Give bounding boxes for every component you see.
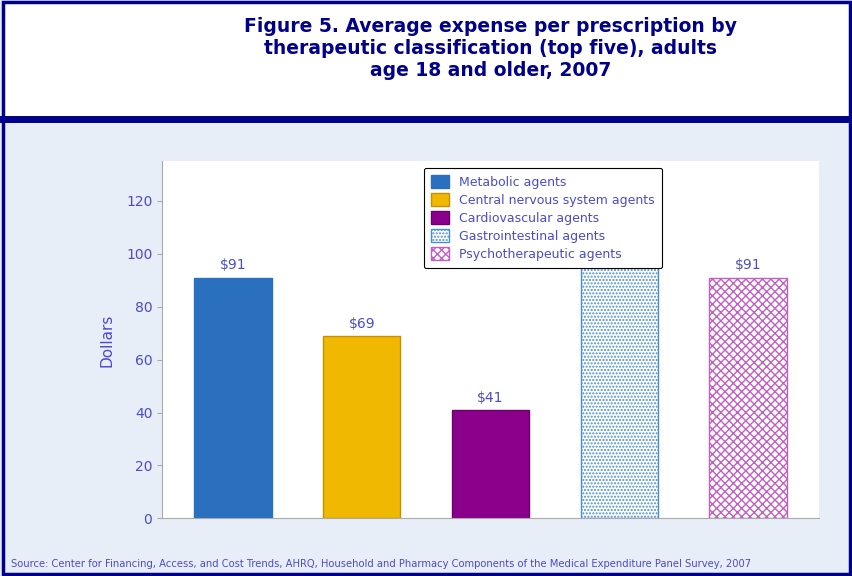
Bar [194,278,271,518]
Text: $91: $91 [219,259,246,272]
Bar [452,410,528,518]
Text: $41: $41 [476,391,504,405]
Legend: Metabolic agents, Central nervous system agents, Cardiovascular agents, Gastroin: Metabolic agents, Central nervous system… [423,168,661,268]
Y-axis label: Dollars: Dollars [100,313,115,366]
Text: $121: $121 [601,179,636,193]
Bar [323,336,400,518]
Bar [580,198,657,518]
Text: $91: $91 [734,259,761,272]
Text: Figure 5. Average expense per prescription by
therapeutic classification (top fi: Figure 5. Average expense per prescripti… [244,17,736,80]
Text: $69: $69 [348,317,375,331]
Text: AHRQ
Advancing
Excellence in
Health Care: AHRQ Advancing Excellence in Health Care [44,39,117,84]
Bar [709,278,786,518]
Text: Source: Center for Financing, Access, and Cost Trends, AHRQ, Household and Pharm: Source: Center for Financing, Access, an… [11,559,751,569]
